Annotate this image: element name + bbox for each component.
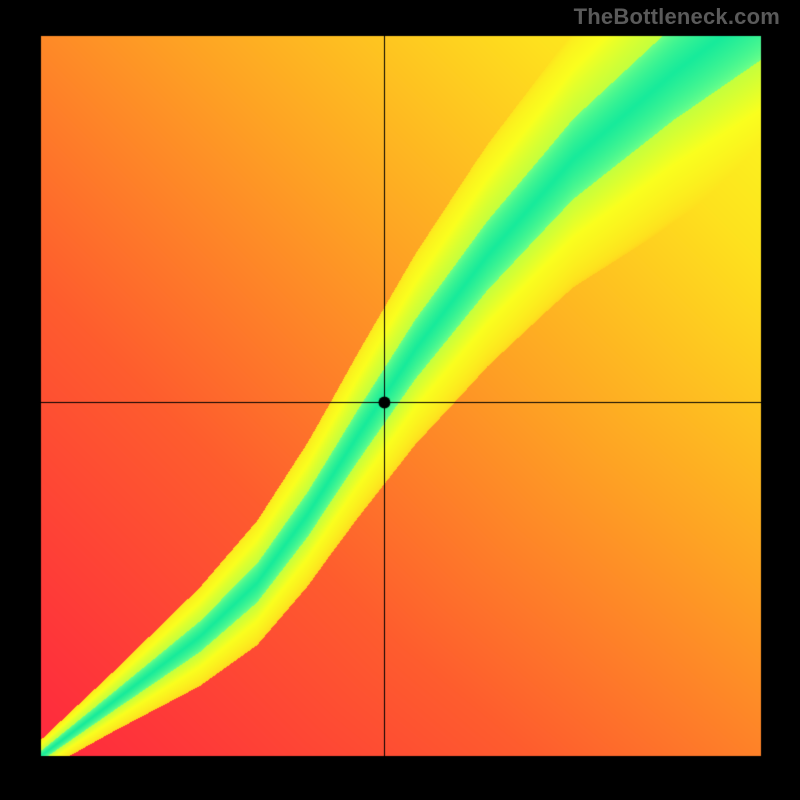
chart-container: TheBottleneck.com: [0, 0, 800, 800]
bottleneck-heatmap: [0, 0, 800, 800]
